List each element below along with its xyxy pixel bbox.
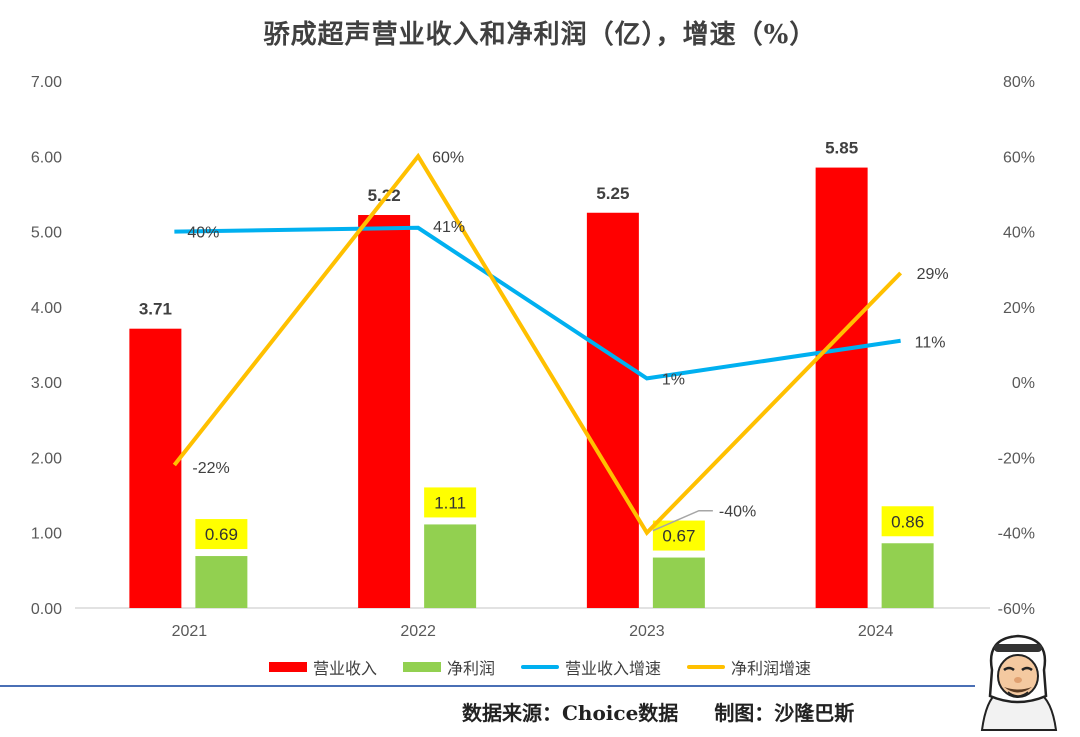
legend-swatch [687, 665, 726, 669]
right-axis-tick-label: -20% [998, 450, 1035, 467]
legend-swatch [521, 665, 559, 669]
revenue-data-label: 3.71 [139, 300, 172, 319]
net-profit-label-highlight [195, 519, 248, 550]
left-axis-tick-label: 5.00 [31, 225, 62, 242]
net-profit-data-label: 0.67 [662, 527, 695, 546]
left-axis-tick-label: 7.00 [31, 74, 62, 91]
right-axis-tick-label: 0% [1012, 375, 1035, 392]
legend: 营业收入 净利润 营业收入增速 净利润增速 [0, 655, 1080, 679]
left-axis-tick-label: 4.00 [31, 300, 62, 317]
bar-revenue [358, 215, 411, 608]
footer-credits: 数据来源：Choice数据 制图：沙隆巴斯 [462, 697, 854, 726]
revenue-data-label: 5.25 [596, 184, 629, 203]
net-profit-growth-line [172, 152, 903, 536]
legend-swatch [402, 662, 441, 672]
chart-svg: 0.00 1.00 2.00 3.00 4.00 5.00 6.00 7.00 -60% -40%… [31, 74, 1035, 640]
revenue-growth-data-label: 41% [433, 219, 465, 236]
legend-label: 营业收入 [312, 659, 377, 678]
legend-item: 营业收入 [268, 655, 377, 679]
left-axis-tick-label: 3.00 [31, 375, 62, 392]
revenue-data-label: 5.85 [825, 139, 858, 158]
net-profit-label-highlight [881, 506, 934, 537]
x-axis-tick-label: 2021 [172, 623, 208, 640]
legend-label: 营业收入增速 [565, 659, 662, 678]
bar-revenue [586, 212, 639, 608]
net-profit-growth-data-label: -40% [719, 504, 756, 521]
source-text: 数据来源：Choice数据 [462, 701, 679, 725]
maker-text: 制图：沙隆巴斯 [714, 701, 855, 725]
bar-net-profit [424, 524, 477, 608]
revenue-growth-line [174, 225, 901, 381]
left-axis-tick-label: 2.00 [31, 450, 62, 467]
net-profit-data-label: 0.69 [205, 525, 238, 544]
legend-item: 净利润增速 [687, 655, 811, 679]
chart-title: 骄成超声营业收入和净利润（亿），增速（%） [263, 20, 817, 50]
leader-line [652, 509, 713, 532]
cartoon-mascot-icon [980, 634, 1058, 731]
net-profit-data-label: 0.86 [891, 512, 924, 531]
right-axis-tick-label: 60% [1003, 149, 1035, 166]
right-axis-tick-label: -60% [998, 601, 1035, 618]
net-profit-label-highlight [424, 487, 477, 518]
x-axis-tick-label: 2023 [629, 623, 665, 640]
left-axis-tick-label: 6.00 [31, 149, 62, 166]
x-axis-tick-label: 2022 [400, 623, 436, 640]
left-axis-tick-label: 1.00 [31, 526, 62, 543]
bar-net-profit [195, 556, 248, 608]
bar-revenue [815, 167, 868, 609]
revenue-growth-data-label: 40% [187, 225, 219, 242]
bar-net-profit [881, 543, 934, 608]
net-profit-growth-data-label: -22% [192, 460, 229, 477]
revenue-growth-data-label: 1% [662, 371, 685, 388]
legend-item: 营业收入增速 [521, 655, 661, 679]
right-axis-tick-label: 20% [1003, 300, 1035, 317]
bar-net-profit [652, 557, 705, 608]
left-axis-tick-label: 0.00 [31, 601, 62, 618]
right-axis-tick-label: 80% [1003, 74, 1035, 91]
bar-revenue [129, 328, 182, 608]
legend-item: 净利润 [402, 655, 495, 679]
net-profit-data-label: 1.11 [434, 493, 466, 512]
x-axis-tick-label: 2024 [858, 623, 894, 640]
legend-swatch [268, 662, 307, 672]
right-axis-tick-label: -40% [998, 526, 1035, 543]
legend-label: 净利润增速 [731, 659, 812, 678]
divider [0, 685, 975, 687]
net-profit-label-highlight [652, 520, 705, 551]
net-profit-growth-data-label: 29% [917, 266, 949, 283]
legend-label: 净利润 [446, 659, 495, 678]
net-profit-growth-data-label: 60% [432, 149, 464, 166]
right-axis-tick-label: 40% [1003, 225, 1035, 242]
revenue-growth-data-label: 11% [915, 335, 946, 352]
